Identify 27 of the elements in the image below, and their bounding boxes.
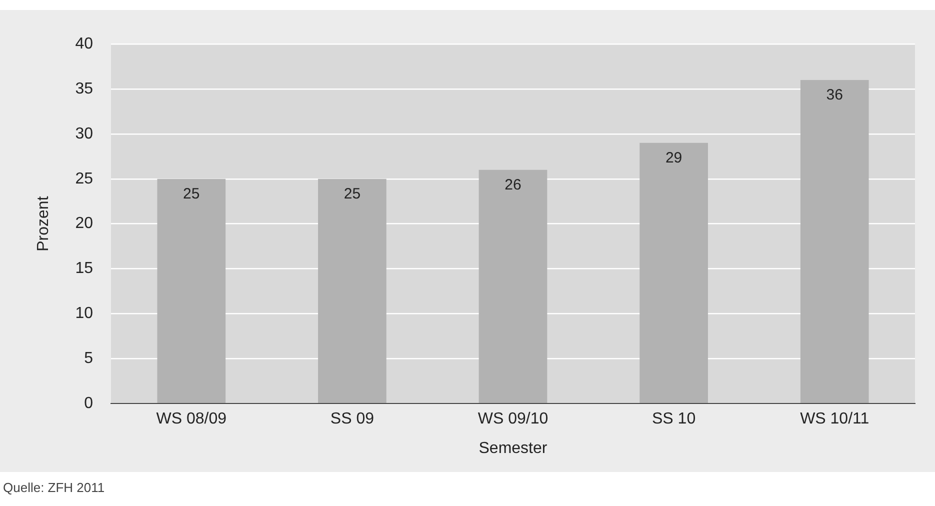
y-tick-label: 40	[75, 35, 94, 52]
data-label: 25	[344, 185, 361, 202]
bar	[478, 170, 548, 403]
x-tick-label: WS 08/09	[156, 410, 227, 428]
bar	[800, 80, 869, 403]
y-tick-label: 20	[75, 215, 94, 232]
y-tick-label: 0	[84, 395, 94, 412]
data-label: 25	[183, 185, 200, 202]
x-tick-label: WS 10/11	[800, 410, 870, 428]
data-label: 36	[826, 86, 843, 104]
data-label: 26	[504, 176, 522, 194]
x-axis-title: Semester	[478, 440, 548, 457]
y-tick-label: 25	[75, 170, 94, 188]
bar	[157, 178, 226, 403]
y-axis-title: Prozent	[35, 196, 52, 252]
x-tick-label: WS 09/10	[478, 410, 548, 428]
y-tick-label: 15	[75, 260, 94, 278]
y-tick-label: 35	[75, 80, 94, 98]
data-label: 29	[665, 150, 682, 167]
y-tick-label: 10	[75, 305, 94, 322]
bar	[640, 142, 708, 403]
y-tick-label: 5	[84, 350, 94, 368]
source-note: Quelle: ZFH 2011	[3, 480, 105, 495]
x-tick-label: SS 10	[652, 410, 696, 428]
x-tick-label: SS 09	[330, 410, 374, 428]
bar	[318, 178, 386, 403]
y-tick-label: 30	[75, 125, 94, 142]
